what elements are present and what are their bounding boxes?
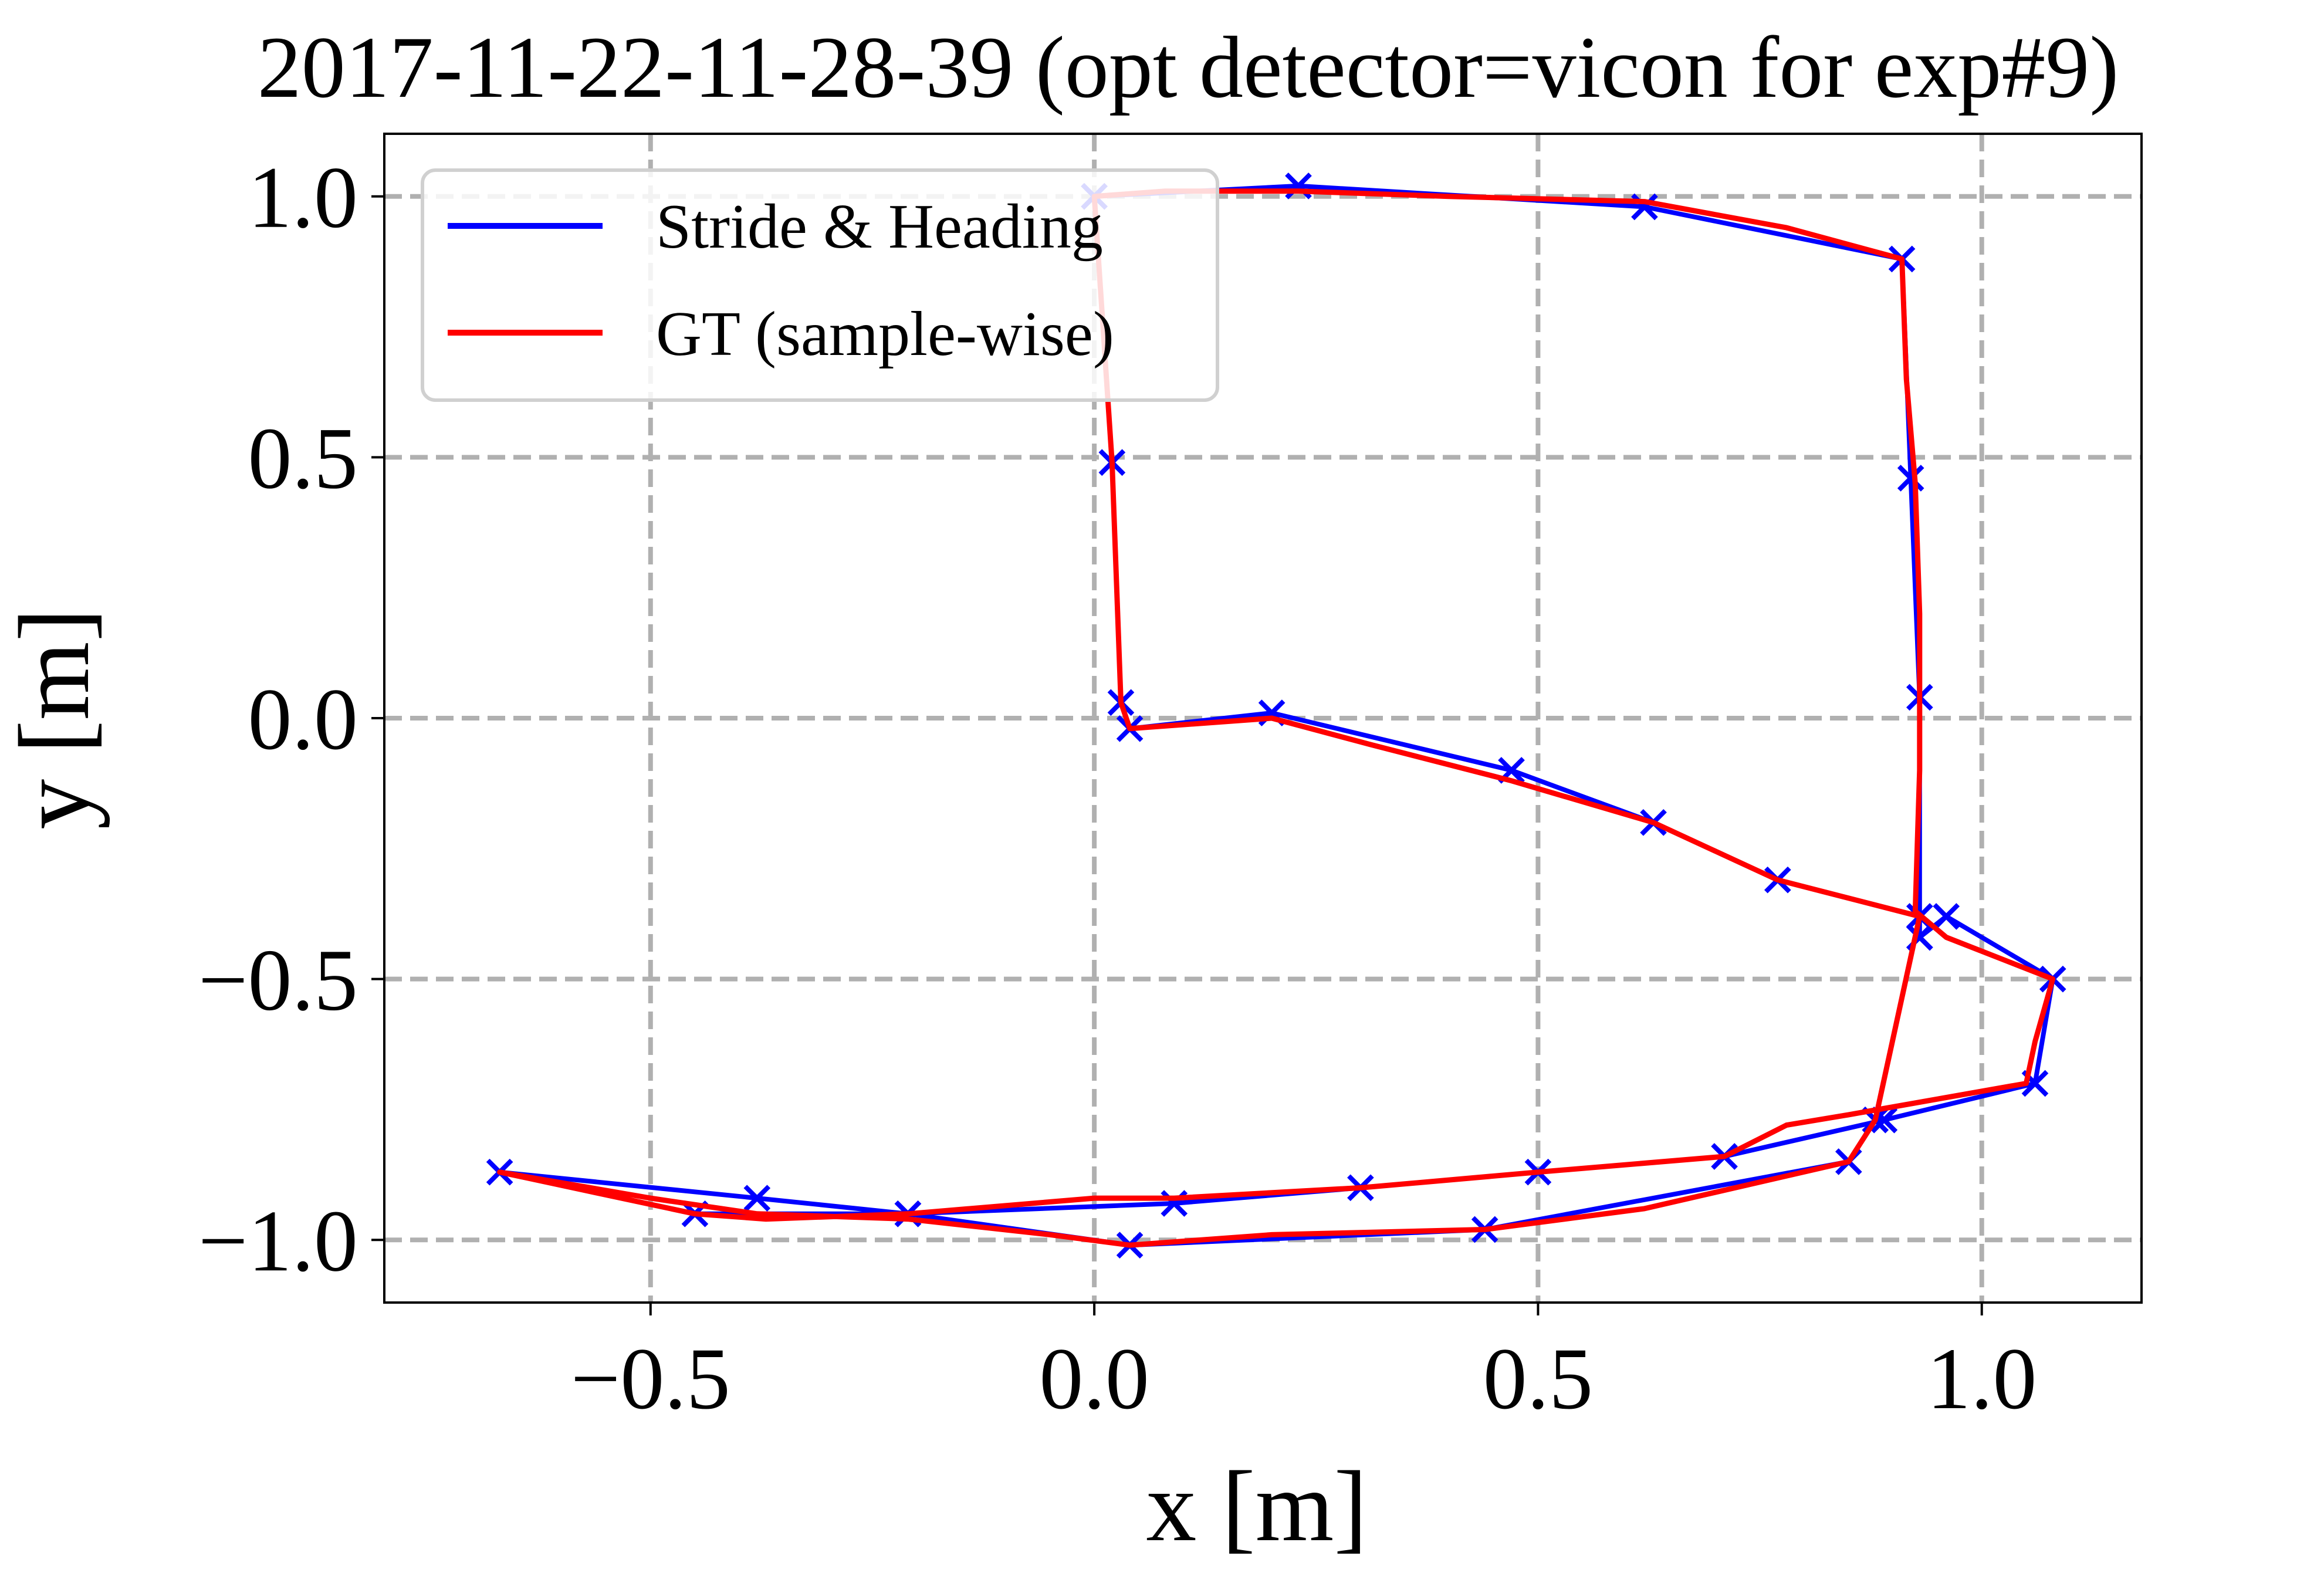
plot-frame: [383, 133, 2143, 1304]
x-tick-label: 0.5: [1483, 1330, 1594, 1428]
x-tick-label: 0.0: [1039, 1330, 1149, 1428]
y-axis-label: y [m]: [0, 608, 110, 829]
y-tick-label: 0.0: [248, 671, 358, 768]
legend: Stride & Heading GT (sample-wise): [421, 168, 1219, 402]
axis-ticks: −0.5 0.0 0.5 1.0 −1.0 −0.5 0.0 0.5 1.0: [198, 149, 2037, 1428]
y-tick-label: 0.5: [248, 410, 358, 507]
stride-marker: [1897, 465, 1924, 492]
stride-marker: [1933, 903, 1960, 930]
series-layer: [486, 172, 2066, 1259]
x-tick-label: 1.0: [1927, 1330, 2037, 1428]
legend-label-gt-sample-wise: GT (sample-wise): [656, 299, 1114, 369]
legend-label-stride-heading: Stride & Heading: [656, 192, 1103, 262]
x-tick-label: −0.5: [571, 1330, 730, 1428]
legend-box: [421, 168, 1219, 402]
series-line-gt-sample-wise: [497, 188, 2056, 1248]
y-tick-label: −0.5: [198, 932, 358, 1029]
y-tick-label: 1.0: [248, 149, 358, 246]
stride-marker: [743, 1185, 771, 1212]
y-tick-label: −1.0: [198, 1192, 358, 1290]
chart-title: 2017-11-22-11-28-39 (opt detector=vicon …: [258, 19, 2119, 116]
x-axis-label: x [m]: [1146, 1451, 1367, 1562]
